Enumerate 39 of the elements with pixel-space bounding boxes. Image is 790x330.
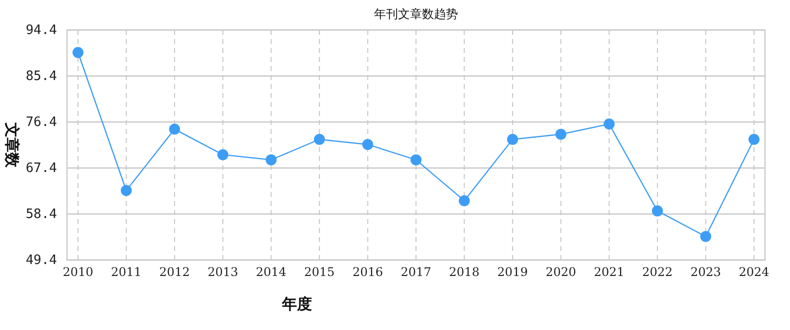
x-tick-label: 2022 xyxy=(642,265,673,279)
point xyxy=(555,128,566,140)
x-tick-label: 2017 xyxy=(400,265,432,279)
point xyxy=(120,184,132,196)
point xyxy=(410,154,422,166)
point xyxy=(507,134,518,145)
point xyxy=(458,195,470,206)
x-tick-label: 2024 xyxy=(738,265,770,279)
y-axis-title: 文章数 xyxy=(3,122,21,168)
point xyxy=(169,124,180,135)
x-tick-label: 2020 xyxy=(546,265,576,279)
x-tick-label: 2014 xyxy=(256,265,287,279)
x-tick-label: 2013 xyxy=(208,265,238,279)
y-tick-label: 94.4 xyxy=(26,23,58,38)
x-tick-label: 2019 xyxy=(497,265,528,279)
point xyxy=(314,134,325,145)
y-tick-label: 58.4 xyxy=(26,207,58,222)
point xyxy=(217,149,228,160)
x-tick-label: 2012 xyxy=(159,265,190,279)
point xyxy=(652,205,663,216)
point xyxy=(700,230,712,242)
x-tick-label: 2010 xyxy=(62,265,94,279)
x-axis-title: 年度 xyxy=(281,295,312,313)
y-tick-label: 49.4 xyxy=(26,253,58,268)
x-tick-label: 2018 xyxy=(449,265,480,279)
point xyxy=(748,134,760,145)
y-tick-label: 85.4 xyxy=(26,69,58,84)
x-tick-label: 2021 xyxy=(594,265,624,279)
x-tick-label: 2016 xyxy=(352,265,383,279)
point xyxy=(72,46,84,58)
point xyxy=(362,138,374,150)
y-tick-label: 76.4 xyxy=(26,115,58,130)
point xyxy=(604,118,615,130)
point xyxy=(266,154,277,166)
y-tick-label: 67.4 xyxy=(26,161,58,176)
x-tick-label: 2015 xyxy=(304,265,335,279)
x-tick-label: 2023 xyxy=(690,265,721,279)
chart-title: 年刊文章数趋势 xyxy=(374,7,458,21)
x-tick-label: 2011 xyxy=(111,265,142,279)
